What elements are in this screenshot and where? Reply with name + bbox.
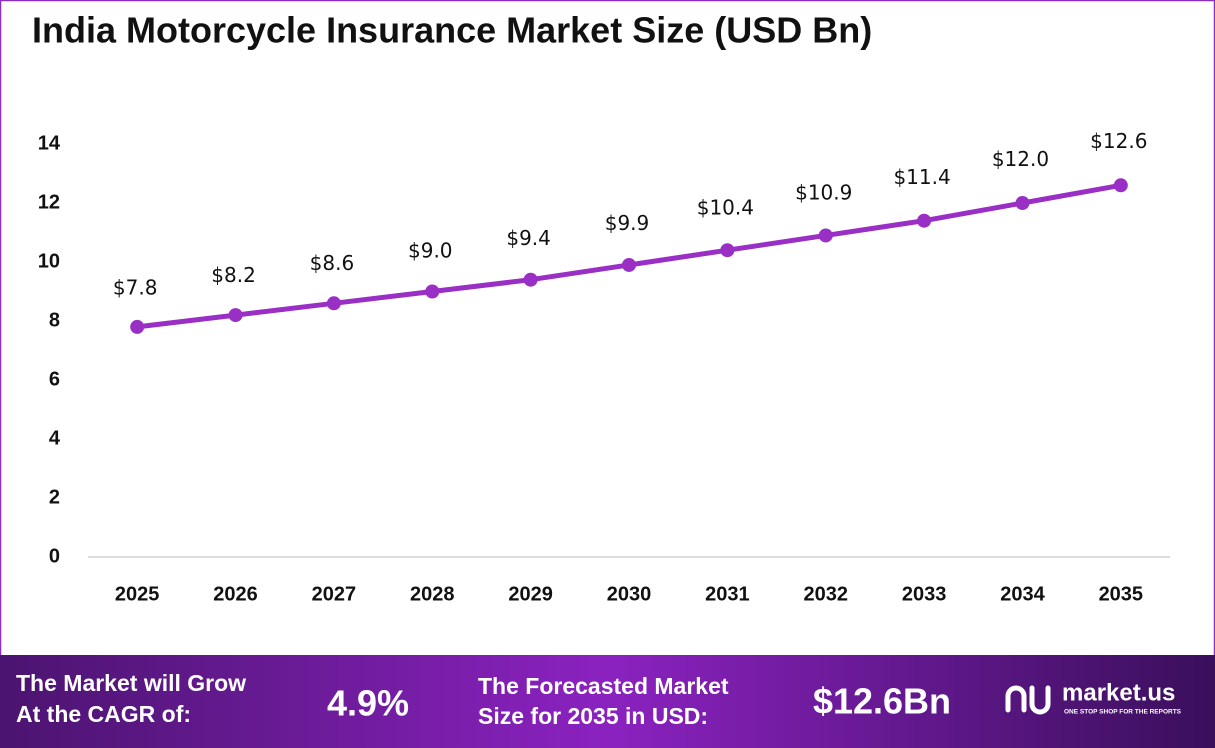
brand: market.us	[1062, 679, 1175, 706]
x-tick-label: 2030	[607, 583, 652, 605]
point	[1113, 178, 1128, 193]
footer-banner	[0, 655, 1215, 748]
cagr-text: The Market will Grow	[16, 670, 246, 696]
x-tick-label: 2035	[1099, 583, 1144, 605]
point	[523, 272, 538, 287]
point	[425, 284, 440, 299]
x-tick-label: 2029	[508, 583, 553, 605]
line	[136, 182, 1122, 330]
cagr-value: 4.9%	[327, 683, 409, 724]
x-tick-label: 2027	[312, 583, 357, 605]
forecast-value: $12.6Bn	[813, 681, 951, 722]
point	[720, 243, 735, 258]
point	[622, 257, 636, 272]
x-tick-label: 2025	[115, 583, 160, 605]
tagline: ONE STOP SHOP FOR THE REPORTS	[1064, 709, 1182, 716]
data-label: $10.9	[795, 180, 852, 204]
y-tick-label: 6	[49, 368, 60, 390]
y-tick-label: 4	[49, 427, 61, 449]
x-tick-label: 2031	[705, 583, 750, 605]
data-label: $12.0	[992, 147, 1049, 171]
y-tick-label: 2	[49, 486, 60, 508]
y-tick-label: 0	[49, 545, 60, 567]
chart-title: India Motorcycle Insurance Market Size (…	[32, 10, 872, 51]
forecast-text: The Forecasted Market	[478, 673, 729, 699]
plot: 0 2 4 6 8 10 12 14 2025 2026 2027 2028 2029 2030 2031 2…	[38, 129, 1148, 605]
y-tick-label: 14	[38, 132, 61, 154]
logo-icon	[1005, 685, 1051, 715]
data-label: $8.6	[310, 251, 355, 275]
point	[326, 296, 341, 311]
y-tick-label: 8	[49, 309, 60, 331]
data-label: $10.4	[697, 196, 754, 220]
x-tick-label: 2026	[213, 583, 258, 605]
x-tick-label: 2032	[803, 583, 848, 605]
data-label: $9.0	[408, 239, 453, 263]
y-tick-label: 10	[38, 250, 60, 272]
data-label: $11.4	[893, 165, 950, 189]
point	[130, 319, 145, 334]
forecast-text: Size for 2035 in USD:	[478, 703, 708, 729]
y-tick-label: 12	[38, 191, 60, 213]
cagr-text: At the CAGR of:	[16, 701, 191, 727]
x-tick-label: 2034	[1000, 583, 1045, 605]
x-tick-label: 2028	[410, 583, 455, 605]
data-label: $12.6	[1090, 129, 1147, 153]
x-tick-label: 2033	[902, 583, 947, 605]
data-label: $7.8	[113, 275, 158, 299]
point	[917, 213, 932, 228]
point	[818, 228, 833, 243]
data-label: $8.2	[211, 263, 256, 287]
point	[1015, 196, 1030, 210]
data-label: $9.9	[605, 211, 650, 235]
point	[228, 308, 243, 323]
data-label: $9.4	[506, 226, 551, 250]
